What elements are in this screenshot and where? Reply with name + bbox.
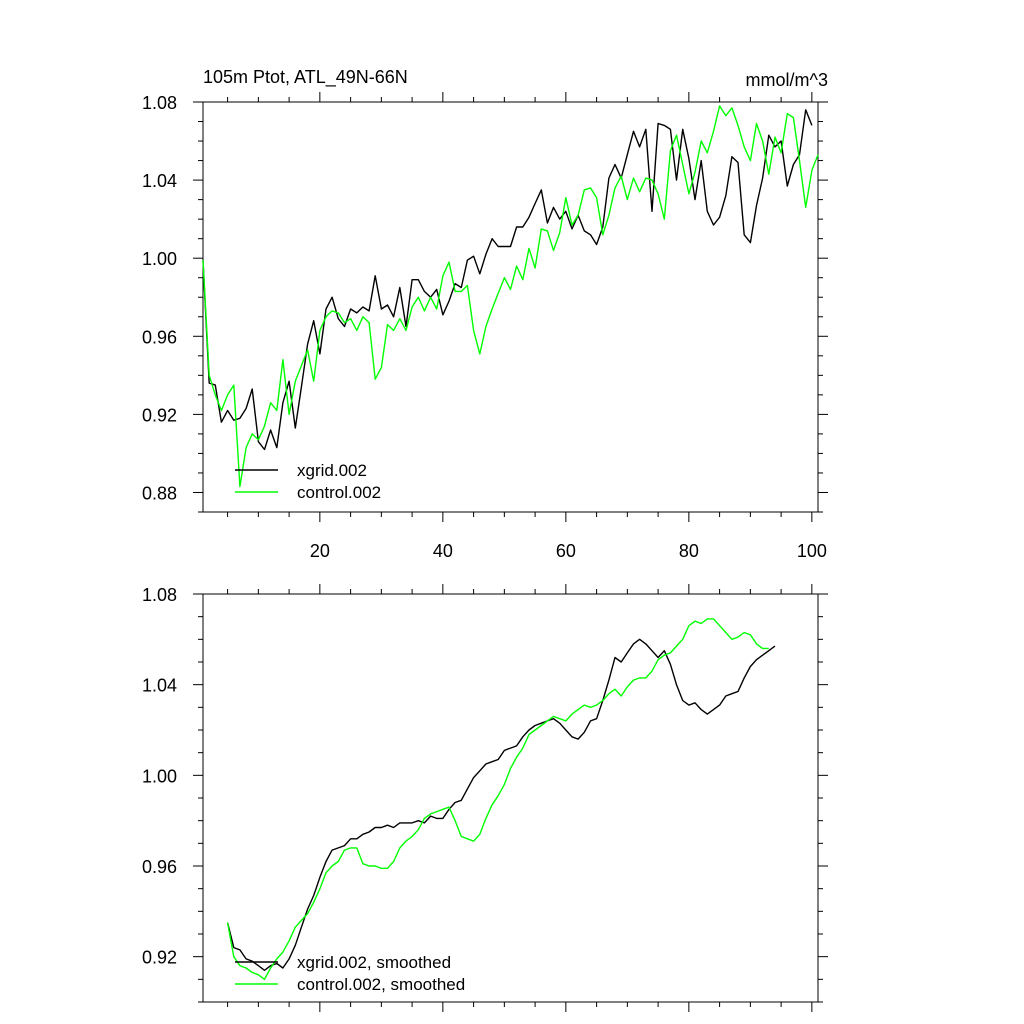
legend-label: xgrid.002, smoothed [297,953,451,972]
legend-label: control.002 [297,483,381,502]
y-tick-label: 0.96 [142,857,177,877]
bottom-panel: 0.92 0.96 1.00 1.04 1.08 xgrid.002, smoothed c… [142,584,828,1012]
plot-frame [202,593,819,1003]
plot-frame [202,101,819,513]
x-tick-label: 80 [679,541,699,561]
series-line-control [226,618,769,980]
y-tick-label: 1.04 [142,171,177,191]
y-tick-label: 1.08 [142,93,177,113]
y-tick-label: 0.96 [142,327,177,347]
y-tick-label: 0.92 [142,948,177,968]
x-tick-label: 60 [556,541,576,561]
y-tick-label: 0.92 [142,405,177,425]
legend-label: xgrid.002 [297,461,367,480]
series-line-control [202,105,819,488]
series-line-xgrid [226,638,776,971]
units-label: mmol/m^3 [746,70,828,90]
y-tick-label: 0.88 [142,483,177,503]
top-panel: 105m Ptot, ATL_49N-66N mmol/m^3 0.88 0.92… [142,67,828,561]
series-line-xgrid [202,109,813,451]
y-tick-label: 1.00 [142,249,177,269]
y-tick-label: 1.08 [142,585,177,605]
x-tick-label: 40 [433,541,453,561]
x-tick-label: 20 [310,541,330,561]
legend-label: control.002, smoothed [297,975,465,994]
y-tick-label: 1.04 [142,676,177,696]
x-tick-label: 100 [797,541,827,561]
chart-title: 105m Ptot, ATL_49N-66N [203,67,408,88]
y-tick-label: 1.00 [142,766,177,786]
